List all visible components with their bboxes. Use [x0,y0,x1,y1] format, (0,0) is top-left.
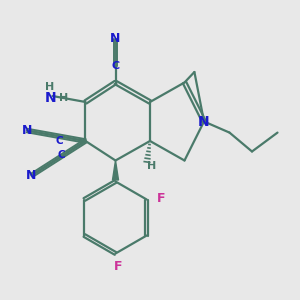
Text: C: C [58,150,65,160]
Text: C: C [56,136,63,146]
Text: N: N [22,124,32,137]
Text: H: H [46,82,55,92]
Text: C: C [111,61,120,71]
Text: F: F [114,260,123,273]
Text: F: F [157,191,165,205]
Text: H: H [59,93,68,103]
Text: N: N [110,32,121,46]
Polygon shape [112,160,118,180]
Text: N: N [44,92,56,105]
Text: H: H [147,160,156,171]
Text: N: N [198,115,210,128]
Text: N: N [26,169,37,182]
